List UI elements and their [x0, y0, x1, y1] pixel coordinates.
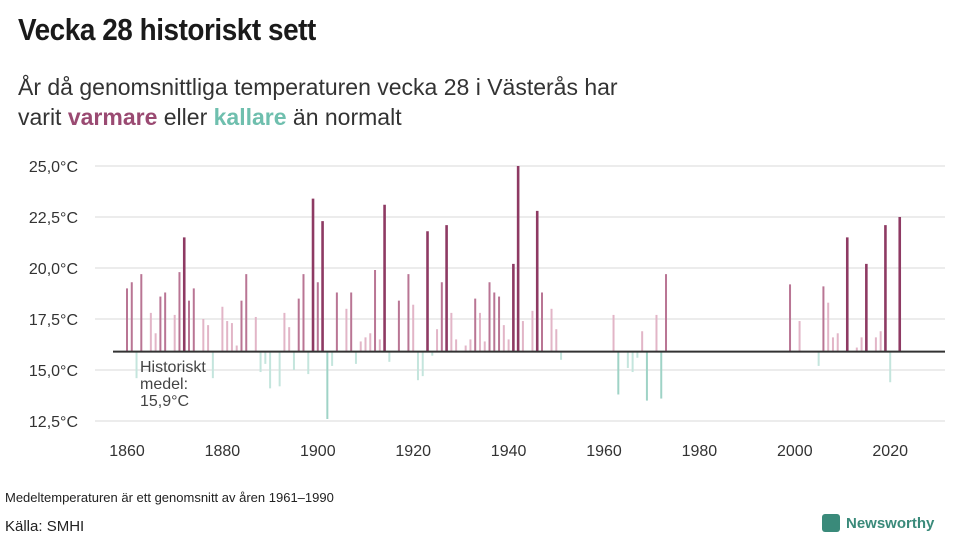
subtitle-line1: År då genomsnittliga temperaturen vecka … [18, 74, 618, 100]
x-tick-label: 2020 [872, 443, 908, 460]
x-tick-label: 1900 [300, 443, 336, 460]
chart-title: Vecka 28 historiskt sett [18, 12, 316, 47]
y-tick-label: 25,0°C [29, 159, 78, 176]
source: Källa: SMHI [5, 518, 85, 535]
subtitle-warm: varmare [67, 104, 158, 130]
footnote: Medeltemperaturen är ett genomsnitt av å… [5, 490, 334, 505]
x-tick-label: 1980 [682, 443, 718, 460]
newsworthy-logo: Newsworthy [822, 514, 934, 532]
x-tick-label: 1920 [395, 443, 431, 460]
x-tick-label: 1880 [205, 443, 241, 460]
baseline-label: 15,9°C [140, 393, 189, 410]
subtitle-post: än normalt [286, 104, 402, 130]
subtitle-mid: eller [157, 104, 214, 130]
baseline-label: Historiskt [140, 359, 206, 376]
subtitle-pre: varit [18, 104, 68, 130]
x-tick-label: 1860 [109, 443, 145, 460]
x-tick-label: 1940 [491, 443, 527, 460]
subtitle-cold: kallare [213, 104, 287, 130]
y-tick-label: 12,5°C [29, 414, 78, 431]
y-tick-label: 20,0°C [29, 261, 78, 278]
chart-subtitle: År då genomsnittliga temperaturen vecka … [18, 72, 618, 132]
y-tick-label: 22,5°C [29, 210, 78, 227]
x-tick-label: 2000 [777, 443, 813, 460]
y-tick-label: 17,5°C [29, 312, 78, 329]
bar-chart: 12,5°C 15,0°C 17,5°C 20,0°C 22,5°C 25,0°C 1860… [29, 159, 945, 460]
x-tick-label: 1960 [586, 443, 622, 460]
logo-icon [822, 514, 840, 532]
y-tick-label: 15,0°C [29, 363, 78, 380]
baseline-label: medel: [140, 376, 188, 393]
logo-text: Newsworthy [846, 514, 935, 532]
